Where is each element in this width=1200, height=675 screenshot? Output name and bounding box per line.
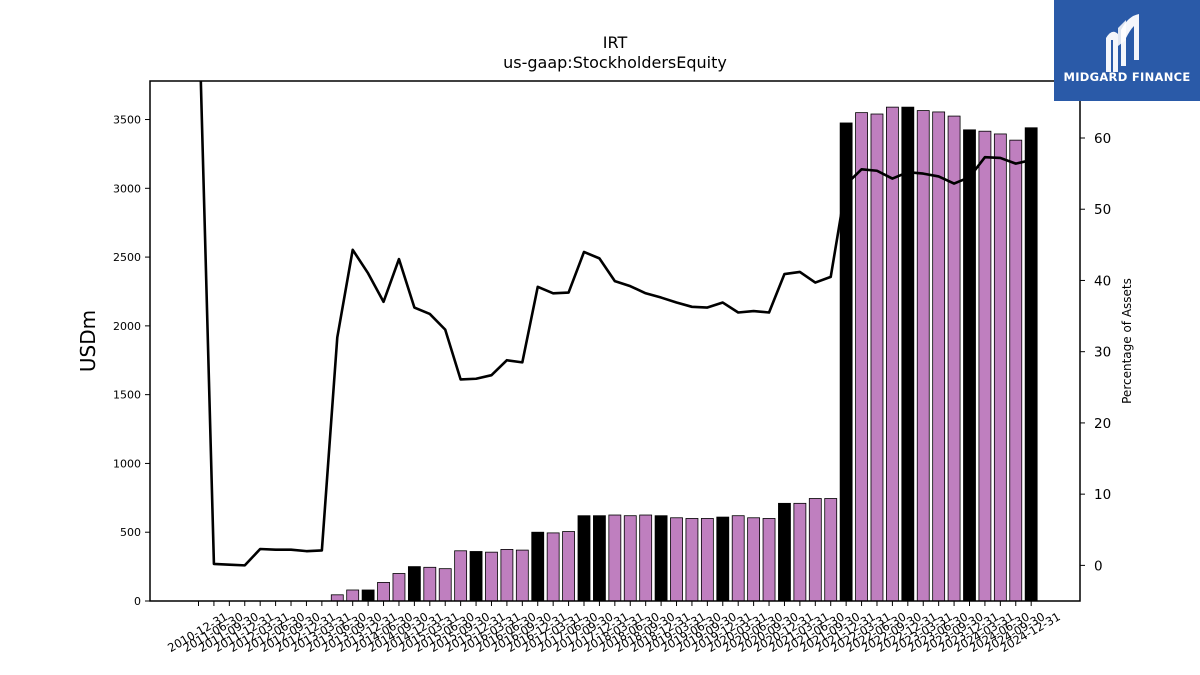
bar [531, 531, 545, 602]
bar [546, 532, 560, 602]
bar [778, 502, 791, 602]
bar [562, 531, 575, 602]
bar [438, 568, 452, 602]
bar [947, 115, 961, 602]
right-axis: 0 10 20 30 40 50 60 [1080, 131, 1111, 574]
bar [346, 589, 360, 602]
bar [639, 514, 653, 602]
bar [454, 550, 468, 602]
y-tick-label: 0 [134, 595, 141, 608]
bar [901, 106, 915, 602]
chart-title: IRT [603, 33, 628, 52]
y-tick-label: 2000 [113, 320, 141, 333]
y-axis-label: USDm [76, 310, 100, 372]
bar [685, 518, 699, 602]
midgard-finance-logo: MIDGARD FINANCE [1054, 0, 1200, 101]
bar [700, 518, 714, 602]
midgard-logo-icon [1106, 14, 1139, 72]
y2-axis-label: Percentage of Assets [1120, 278, 1134, 404]
y2-tick-label: 20 [1094, 416, 1111, 432]
bar [747, 517, 761, 602]
bar [392, 573, 406, 602]
bar [731, 515, 745, 602]
plot-frame [149, 80, 1081, 602]
line-series [199, 81, 1032, 567]
y2-tick-label: 10 [1094, 487, 1111, 503]
logo-text: MIDGARD FINANCE [1063, 70, 1191, 84]
left-axis: 0 500 1000 1500 2000 2500 3000 3500 [113, 114, 150, 608]
bar [716, 516, 730, 602]
bar [515, 549, 529, 602]
bar [762, 518, 776, 602]
bar [623, 515, 637, 602]
bar [423, 566, 437, 602]
bar [978, 130, 992, 602]
bar [870, 113, 884, 602]
y-tick-label: 500 [120, 526, 141, 539]
bar [608, 514, 622, 602]
y2-tick-label: 60 [1094, 131, 1111, 147]
x-axis: 2010-12-312011-06-302011-09-302011-12-31… [165, 601, 1063, 655]
percentage-line [199, 81, 1032, 567]
bar [808, 498, 822, 602]
bar [993, 133, 1007, 602]
bar [839, 122, 853, 602]
bar [855, 112, 868, 602]
bar [886, 106, 899, 602]
y2-tick-label: 40 [1094, 273, 1111, 289]
y2-tick-label: 30 [1094, 345, 1111, 361]
bar [963, 129, 976, 602]
bar [485, 551, 498, 602]
bar [670, 517, 683, 602]
bar [793, 502, 807, 602]
bar [916, 110, 930, 602]
bar [654, 515, 668, 602]
chart-subtitle: us-gaap:StockholdersEquity [503, 53, 727, 72]
bar [824, 498, 838, 602]
bar [932, 111, 946, 602]
bar [577, 515, 591, 602]
bar [407, 566, 421, 602]
bar [1009, 139, 1023, 602]
bar [377, 582, 390, 602]
y-tick-label: 2500 [113, 251, 141, 264]
bar [469, 551, 483, 602]
y-tick-label: 1500 [113, 389, 141, 402]
y2-tick-label: 50 [1094, 202, 1111, 218]
y-tick-label: 3500 [113, 114, 141, 127]
bar-series [330, 106, 1038, 602]
bar [500, 549, 514, 602]
bar [593, 515, 606, 602]
bar [361, 589, 375, 602]
y-tick-label: 1000 [113, 457, 141, 470]
y-tick-label: 3000 [113, 182, 141, 195]
y2-tick-label: 0 [1094, 558, 1103, 574]
bar [1024, 127, 1038, 602]
bar [330, 594, 344, 602]
